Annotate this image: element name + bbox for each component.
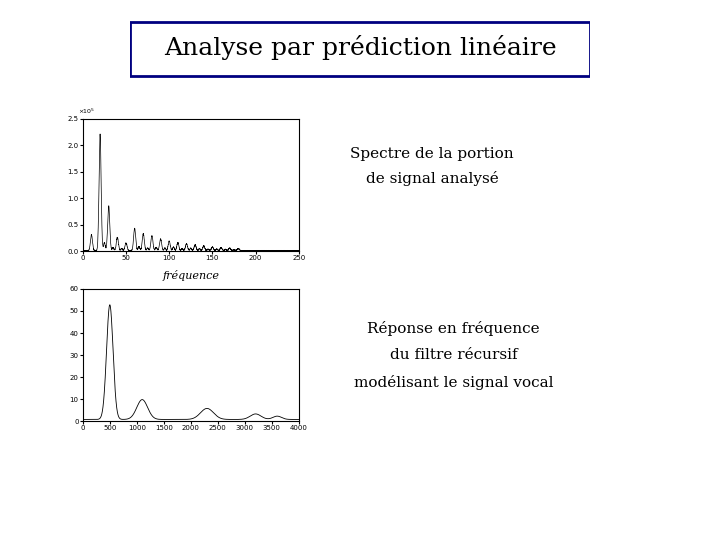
Text: fréquence: fréquence (162, 270, 220, 281)
Text: modélisant le signal vocal: modélisant le signal vocal (354, 375, 554, 389)
Text: $\times\!10^5$: $\times\!10^5$ (78, 107, 95, 116)
Text: du filtre récursif: du filtre récursif (390, 348, 518, 362)
Text: Analyse par prédiction linéaire: Analyse par prédiction linéaire (163, 35, 557, 60)
Text: Spectre de la portion: Spectre de la portion (350, 147, 514, 161)
FancyBboxPatch shape (130, 23, 590, 76)
Text: de signal analysé: de signal analysé (366, 171, 498, 186)
Text: Réponse en fréquence: Réponse en fréquence (367, 321, 540, 335)
